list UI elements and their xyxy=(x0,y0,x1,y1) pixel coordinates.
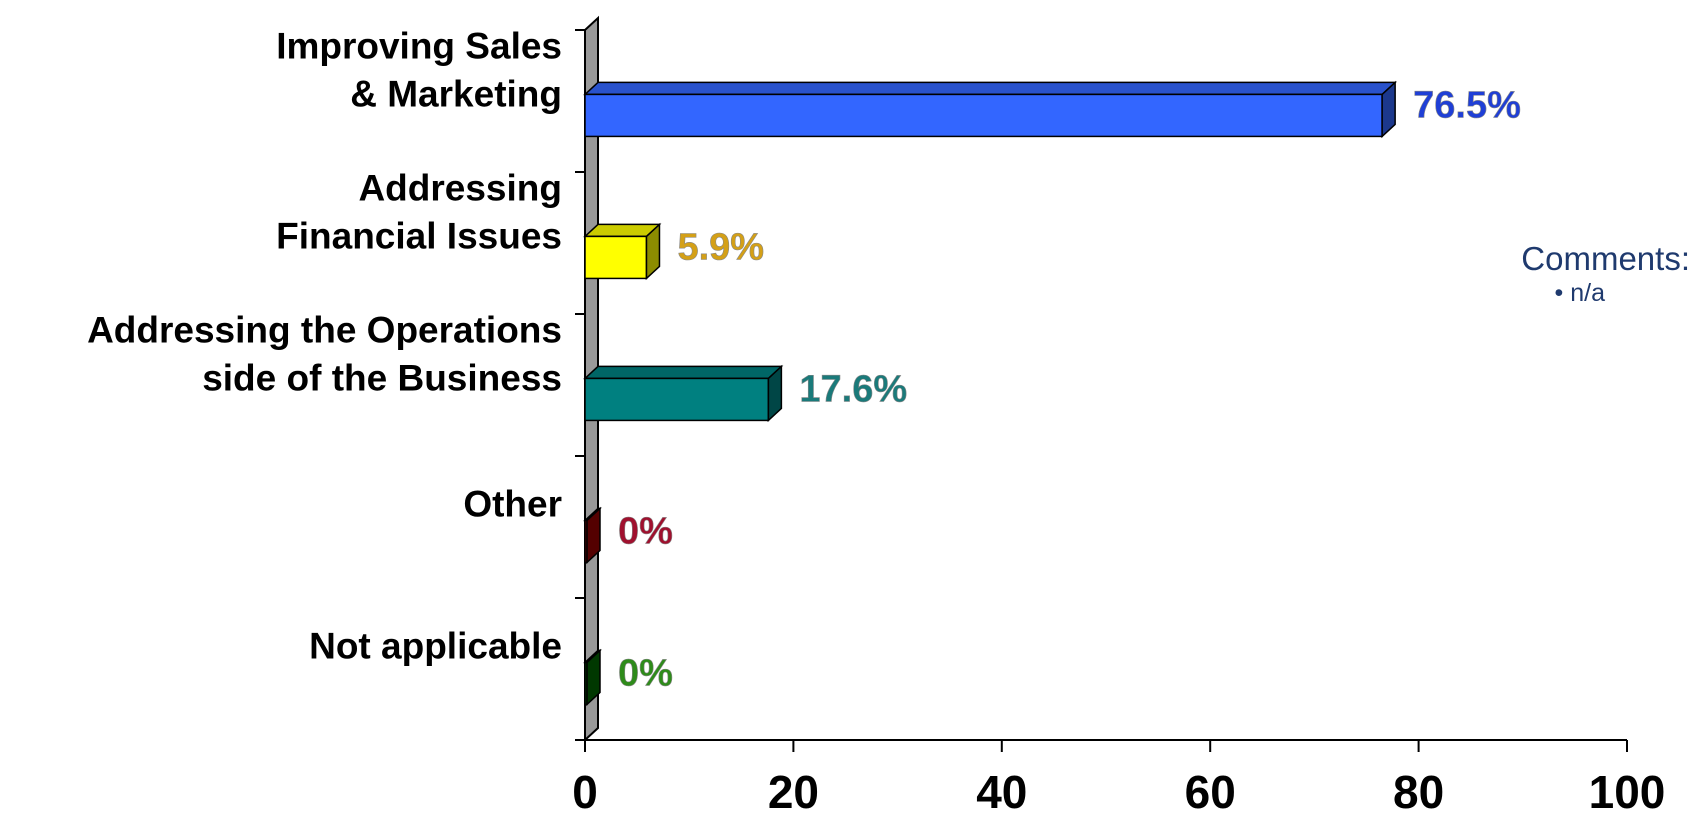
category-label: Addressing the Operations xyxy=(87,309,562,350)
bar xyxy=(583,364,784,423)
bar-front xyxy=(584,377,770,422)
x-tick-label: 0 xyxy=(572,766,598,816)
category-label: Addressing xyxy=(358,167,562,208)
comments-item-text: n/a xyxy=(1570,279,1605,307)
bar-front xyxy=(584,235,648,280)
category-label: Financial Issues xyxy=(276,215,562,256)
category-label: Not applicable xyxy=(309,625,562,666)
bar-side xyxy=(586,648,601,707)
category-label: Improving Sales xyxy=(276,25,562,66)
x-tick-label: 60 xyxy=(1185,766,1236,816)
bar xyxy=(583,648,602,707)
bar-value-label: 5.9% xyxy=(677,226,764,268)
bar xyxy=(583,80,1398,139)
labels-layer: 76.5% Improving Sales & Marketing 5.9% Addre… xyxy=(87,25,1521,694)
x-tick-label: 100 xyxy=(1589,766,1666,816)
bar-front xyxy=(584,93,1383,138)
category-label: & Marketing xyxy=(350,73,562,114)
comments-box: Comments: • n/a xyxy=(1360,240,1690,308)
bar-side xyxy=(645,222,661,281)
comments-title: Comments: xyxy=(1521,240,1690,277)
bar-top xyxy=(583,81,1398,96)
category-label: Other xyxy=(463,483,562,524)
bar-side xyxy=(586,506,601,565)
bar xyxy=(583,506,602,565)
x-tick-label: 20 xyxy=(768,766,819,816)
bars-layer xyxy=(583,80,1398,707)
bar-side xyxy=(1381,80,1396,139)
bar-value-label: 17.6% xyxy=(799,368,907,410)
category-label: side of the Business xyxy=(202,357,562,398)
bar-value-label: 0% xyxy=(618,510,673,552)
bar-value-label: 0% xyxy=(618,652,673,694)
bar-value-label: 76.5% xyxy=(1413,84,1521,126)
bar-side xyxy=(767,364,783,423)
bar-top xyxy=(583,365,784,380)
x-tick-label: 40 xyxy=(976,766,1027,816)
x-tick-label: 80 xyxy=(1393,766,1444,816)
bar xyxy=(583,222,662,281)
comments-item: • n/a xyxy=(1554,279,1605,307)
